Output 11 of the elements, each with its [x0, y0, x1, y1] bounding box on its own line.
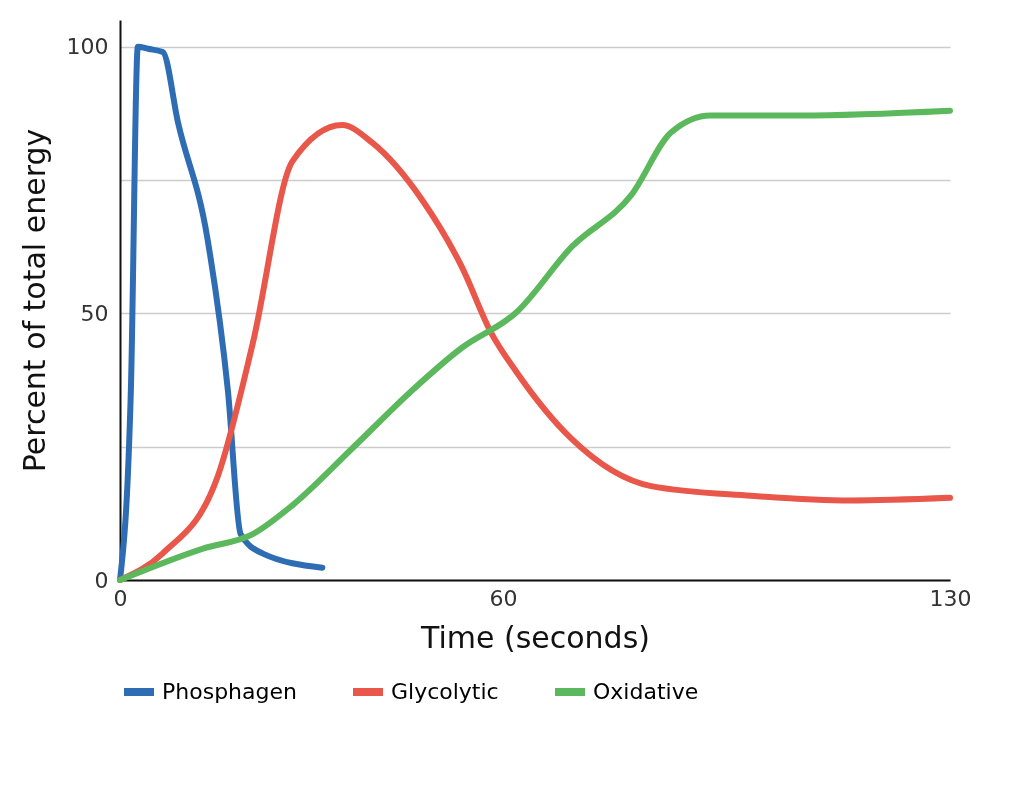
legend-label: Oxidative [593, 679, 699, 704]
x-tick-label: 0 [113, 585, 128, 611]
y-tick-label: 50 [80, 300, 109, 326]
x-axis-title: Time (seconds) [420, 619, 650, 655]
legend-label: Phosphagen [162, 679, 297, 704]
legend-label: Glycolytic [391, 679, 499, 704]
y-tick-label: 0 [94, 567, 109, 593]
x-tick-label: 130 [929, 585, 972, 611]
y-tick-label: 100 [66, 34, 109, 60]
x-tick-label: 60 [489, 585, 518, 611]
y-axis-title: Percent of total energy [16, 128, 52, 473]
